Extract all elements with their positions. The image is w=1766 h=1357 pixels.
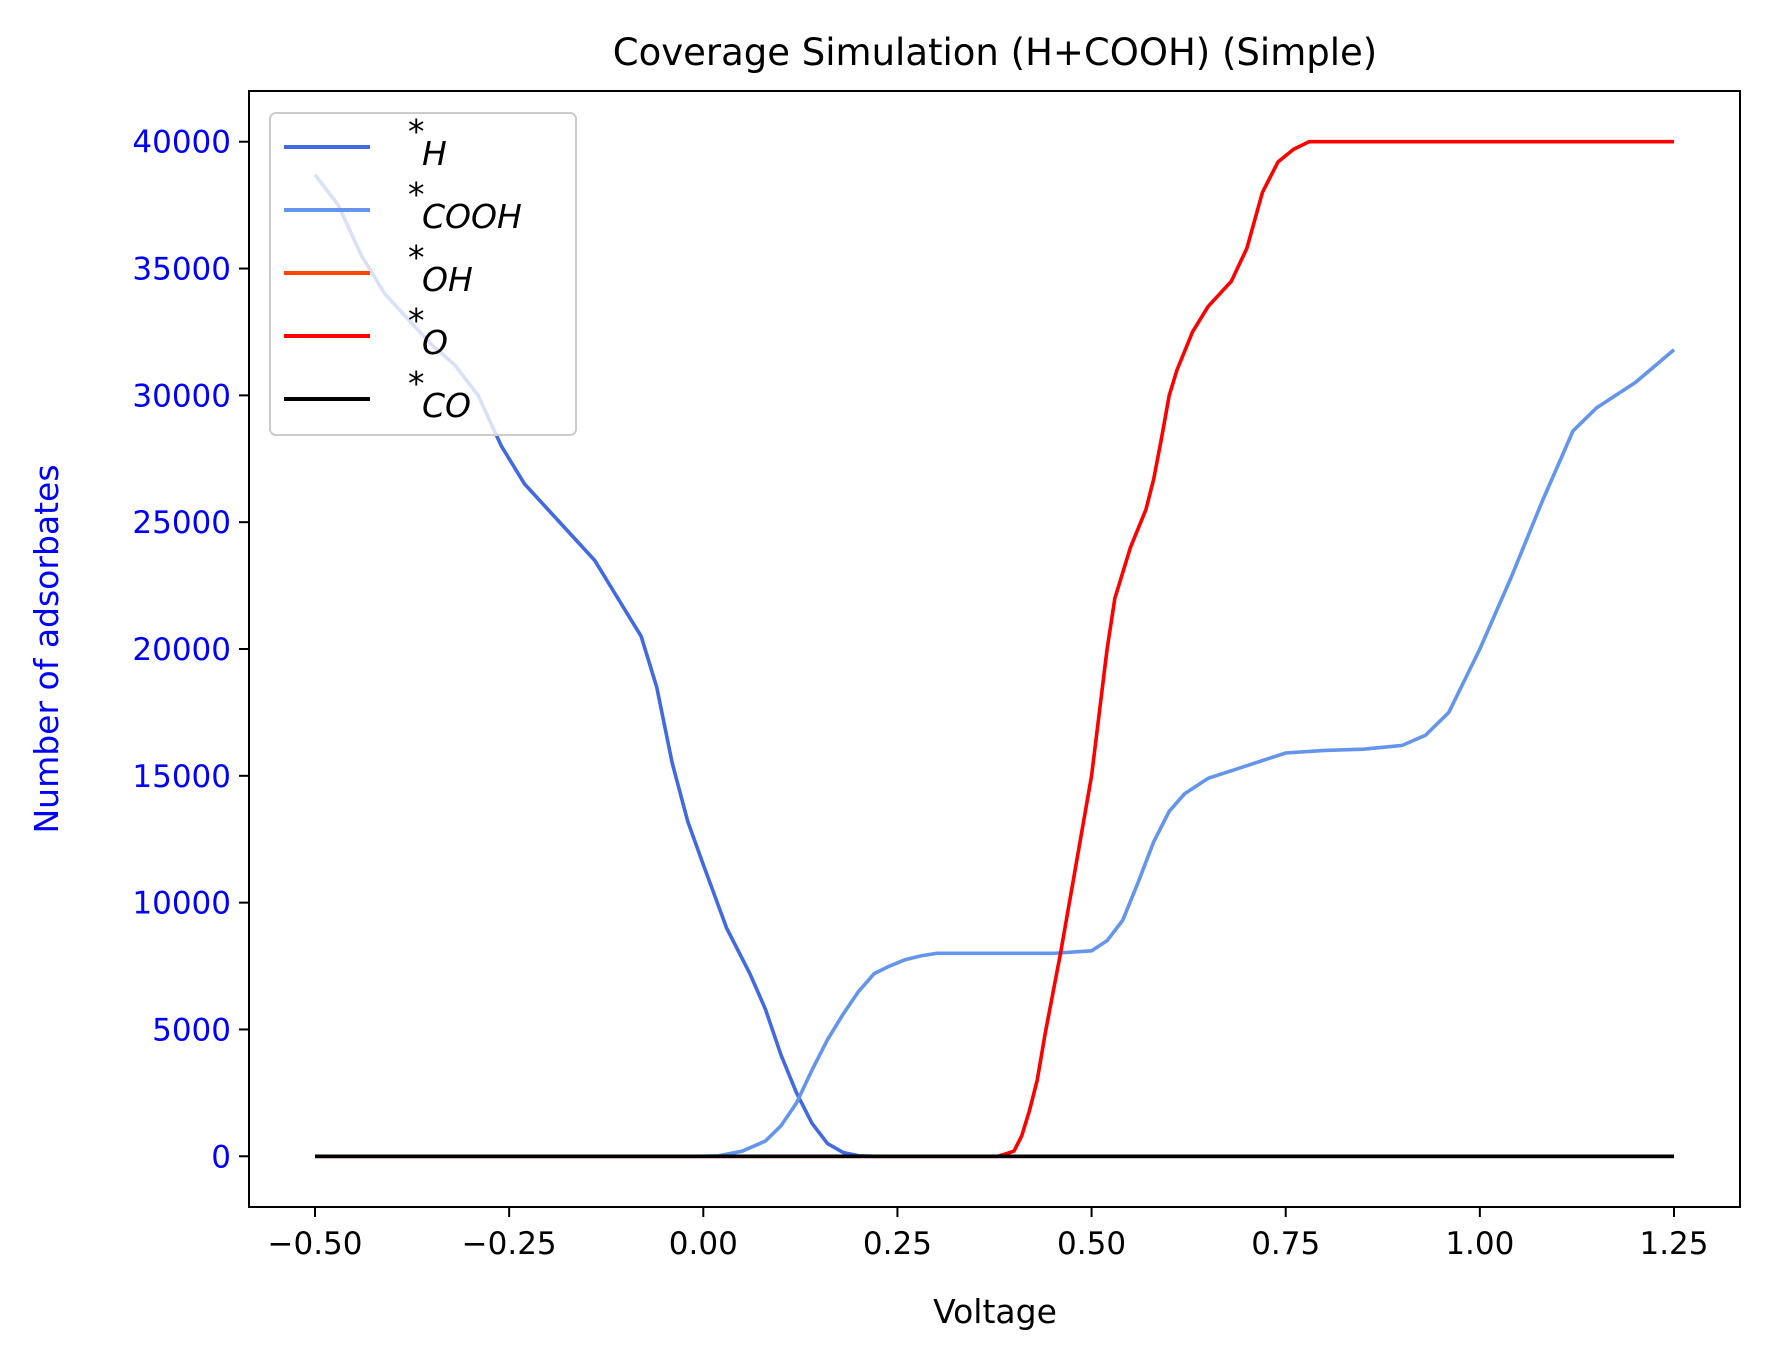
plot-lines bbox=[313, 139, 1676, 1159]
y-tick-label: 20000 bbox=[132, 632, 231, 668]
legend-label-oh: OH bbox=[422, 260, 473, 299]
legend-box bbox=[269, 112, 577, 436]
x-tick-label: 0.50 bbox=[1057, 1226, 1126, 1262]
x-axis-label: Voltage bbox=[933, 1292, 1057, 1331]
x-tick-label: 1.00 bbox=[1445, 1226, 1514, 1262]
x-tick-label: 0.75 bbox=[1251, 1226, 1320, 1262]
legend: *H*COOH*OH*O*CO bbox=[269, 112, 577, 436]
x-tick-label: −0.50 bbox=[268, 1226, 363, 1262]
series-line-o bbox=[315, 139, 1674, 1159]
y-tick-label: 5000 bbox=[152, 1012, 231, 1048]
y-axis-label: Number of adsorbates bbox=[27, 464, 66, 833]
legend-asterisk: * bbox=[408, 238, 425, 277]
y-tick-label: 35000 bbox=[132, 252, 231, 288]
chart-title: Coverage Simulation (H+COOH) (Simple) bbox=[613, 31, 1377, 74]
x-tick-label: 0.00 bbox=[669, 1226, 738, 1262]
legend-asterisk: * bbox=[408, 364, 425, 403]
legend-label-co: CO bbox=[422, 386, 471, 425]
x-tick-label: 0.25 bbox=[863, 1226, 932, 1262]
y-tick-label: 40000 bbox=[132, 125, 231, 161]
y-tick-label: 0 bbox=[211, 1139, 231, 1175]
legend-label-o: O bbox=[422, 323, 448, 362]
legend-label-cooh: COOH bbox=[422, 197, 522, 236]
y-tick-label: 10000 bbox=[132, 886, 231, 922]
legend-asterisk: * bbox=[408, 301, 425, 340]
series-line-cooh bbox=[315, 348, 1676, 1159]
x-tick-label: −0.25 bbox=[462, 1226, 557, 1262]
legend-asterisk: * bbox=[408, 175, 425, 214]
y-axis: 0 5000 10000 15000 20000 25000 30000 35000 40000 bbox=[132, 125, 249, 1175]
x-tick-label: 1.25 bbox=[1639, 1226, 1708, 1262]
x-axis: −0.50 −0.25 0.00 0.25 0.50 0.75 1.00 1.25 bbox=[268, 1207, 1709, 1262]
y-tick-label: 30000 bbox=[132, 378, 231, 414]
legend-asterisk: * bbox=[408, 112, 425, 151]
y-tick-label: 25000 bbox=[132, 505, 231, 541]
y-tick-label: 15000 bbox=[132, 759, 231, 795]
legend-label-h: H bbox=[422, 134, 447, 173]
